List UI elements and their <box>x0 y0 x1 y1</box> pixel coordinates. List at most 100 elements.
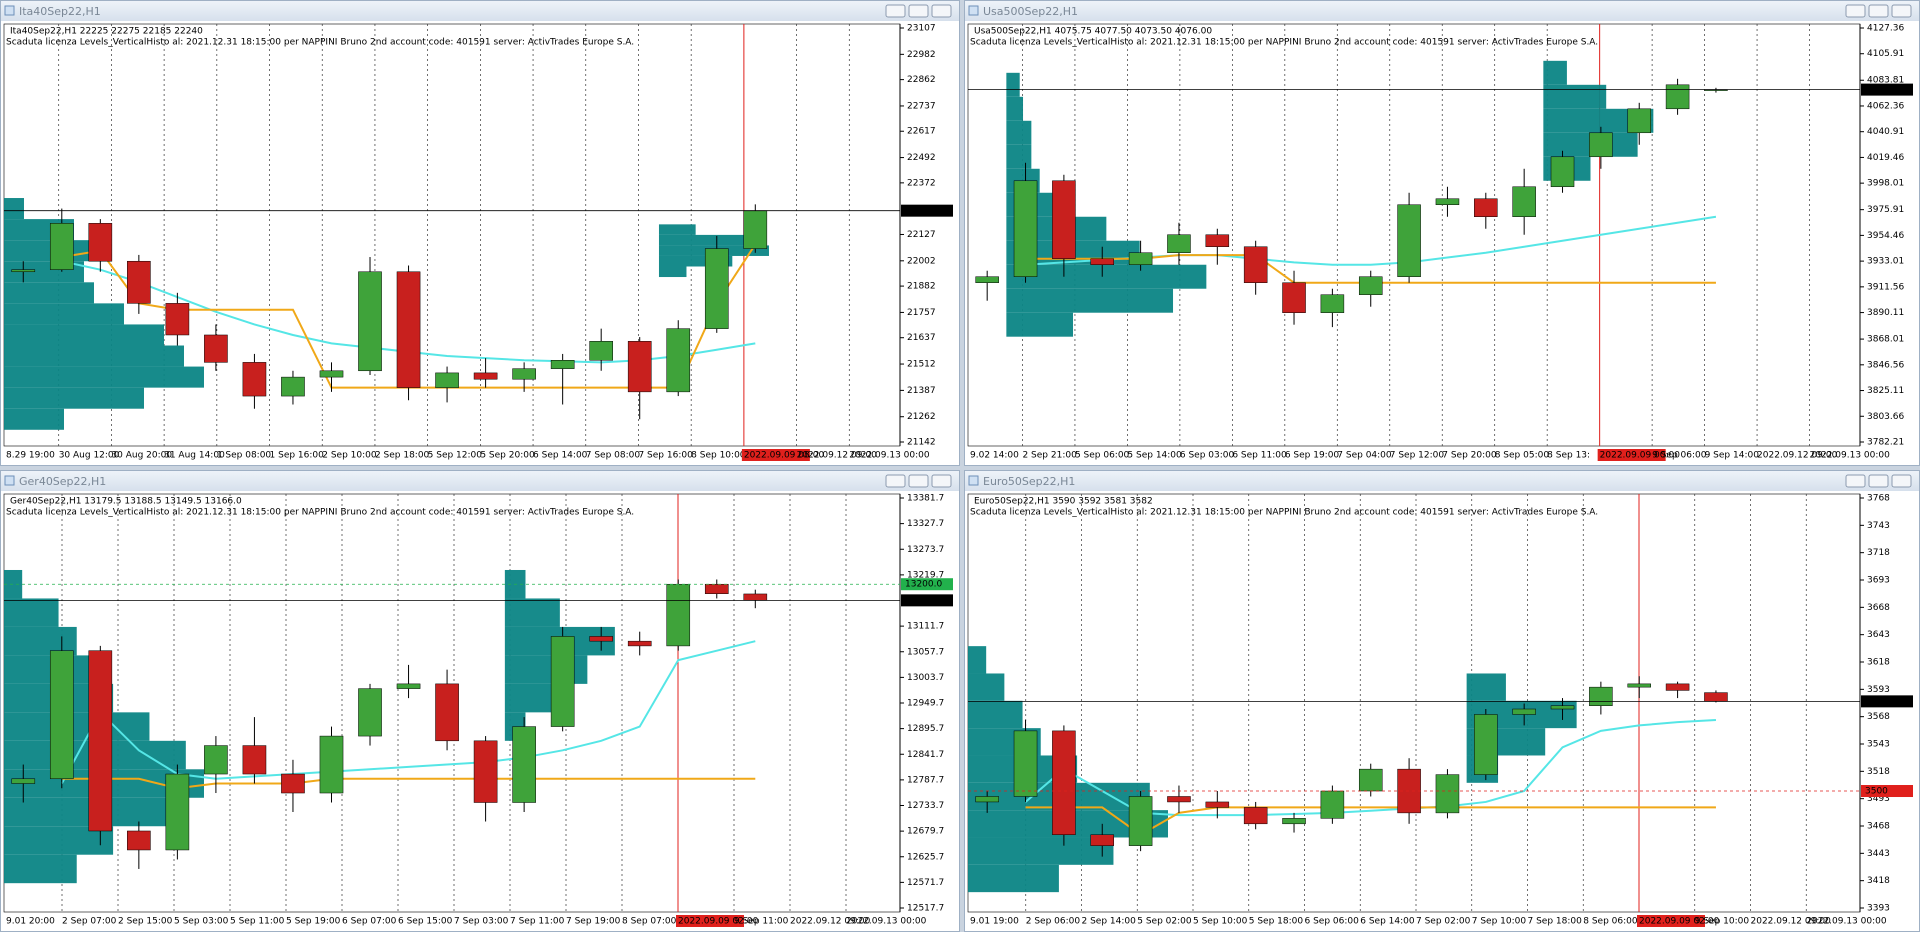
volume-profile-bar <box>4 854 77 884</box>
x-tick-label: 5 Sep 19:00 <box>286 917 341 927</box>
volume-profile-bar <box>4 569 23 599</box>
y-tick-label: 22492 <box>907 153 936 163</box>
y-tick-label: 13381.7 <box>907 494 944 504</box>
y-tick-label: 21142 <box>907 438 936 448</box>
candle-body <box>704 583 729 594</box>
y-tick-label: 4040.91 <box>1867 127 1904 137</box>
y-tick-label: 3418 <box>1867 876 1890 886</box>
candle-body <box>242 745 267 775</box>
y-tick-label: 23107 <box>907 24 936 34</box>
candle-body <box>1627 683 1651 688</box>
x-tick-label: 6 Sep 14:00 <box>533 451 588 461</box>
minimize-button[interactable] <box>1845 4 1866 18</box>
y-tick-label: 21512 <box>907 360 936 370</box>
y-tick-label: 13003.7 <box>907 673 944 683</box>
x-tick-label: 1 Sep 08:00 <box>217 451 272 461</box>
y-tick-label: 3782.21 <box>1867 438 1904 448</box>
candle-body <box>704 248 729 329</box>
x-tick-label: 7 Sep 16:00 <box>638 451 693 461</box>
maximize-button[interactable] <box>908 4 929 18</box>
y-tick-label: 4105.91 <box>1867 49 1904 59</box>
volume-profile-bar <box>968 673 1005 701</box>
volume-profile-bar <box>4 712 150 741</box>
close-button[interactable] <box>931 474 952 488</box>
minimize-button[interactable] <box>885 4 906 18</box>
current-price-label: 13166.0 <box>905 596 942 606</box>
volume-profile-bar <box>4 655 95 684</box>
candle-body <box>1128 796 1153 846</box>
y-tick-label: 3443 <box>1867 849 1890 859</box>
candle-body <box>204 745 228 775</box>
plot-area <box>967 493 1861 913</box>
x-tick-label: 8 Sep 07:00 <box>622 917 677 927</box>
maximize-button[interactable] <box>1868 4 1889 18</box>
x-tick-label: 2 Sep 07:00 <box>62 917 117 927</box>
x-tick-label: 9 Sep 10:00 <box>1695 917 1750 927</box>
y-tick-label: 3718 <box>1867 548 1890 558</box>
x-tick-label: 5 Sep 03:00 <box>174 917 229 927</box>
candle-body <box>1282 818 1306 825</box>
volume-profile-bar <box>4 282 94 304</box>
window-icon <box>968 475 979 486</box>
volume-profile-bar <box>1466 673 1506 701</box>
current-price-bg <box>901 204 953 217</box>
chart-header: Usa500Sep22,H1 4075.75 4077.50 4073.50 4… <box>974 27 1212 37</box>
candle-body <box>1205 801 1230 808</box>
license-note: Scaduta licenza Levels_VerticalHisto al:… <box>970 508 1598 518</box>
x-tick-label: 2022.09.09 02:00 <box>1639 917 1720 927</box>
candle-body <box>396 683 421 689</box>
volume-profile-bar <box>504 655 588 684</box>
license-note: Scaduta licenza Levels_VerticalHisto al:… <box>6 38 634 48</box>
x-tick-label: 6 Sep 07:00 <box>342 917 397 927</box>
y-tick-label: 13219.7 <box>907 570 944 580</box>
x-tick-label: 7 Sep 03:00 <box>454 917 509 927</box>
highlight-label-bg <box>1597 449 1666 461</box>
x-tick-label: 2022.09.13 00:00 <box>1810 451 1891 461</box>
y-tick-label: 3543 <box>1867 740 1890 750</box>
window-title: Ger40Sep22,H1 <box>19 475 106 488</box>
y-tick-label: 3468 <box>1867 822 1890 832</box>
y-tick-label: 12625.7 <box>907 852 944 862</box>
candle-body <box>473 740 498 803</box>
volume-profile-bar <box>4 408 64 430</box>
x-tick-label: 5 Sep 18:00 <box>1249 917 1304 927</box>
chart-header: Ita40Sep22,H1 22225 22275 22185 22240 <box>10 27 203 37</box>
current-price-label: 3582 <box>1865 697 1888 707</box>
candle-body <box>319 735 344 794</box>
x-tick-label: 8 Sep 10:00 <box>691 451 746 461</box>
y-tick-label: 12949.7 <box>907 699 944 709</box>
x-tick-label: 31 Aug 14:00 <box>164 451 225 461</box>
candle-body <box>127 260 151 304</box>
maximize-button[interactable] <box>908 474 929 488</box>
title-bar <box>1 1 959 21</box>
x-tick-label: 5 Sep 10:00 <box>1193 917 1248 927</box>
volume-profile-bar <box>1006 72 1020 97</box>
volume-profile-bar <box>1006 312 1074 337</box>
candle-body <box>627 341 652 393</box>
close-button[interactable] <box>931 4 952 18</box>
volume-profile-bar <box>968 864 1059 893</box>
volume-profile-bar <box>1543 84 1607 109</box>
volume-profile-bar <box>504 683 560 713</box>
minimize-button[interactable] <box>885 474 906 488</box>
close-button[interactable] <box>1891 4 1912 18</box>
volume-profile-bar <box>968 837 1114 865</box>
candle-body <box>396 271 421 388</box>
chart-window: Ita40Sep22,H1 Ita40Sep22,H1 22225 22275 2… <box>0 0 960 466</box>
x-tick-label: 2 Sep 10:00 <box>322 451 377 461</box>
minimize-button[interactable] <box>1845 474 1866 488</box>
close-button[interactable] <box>1891 474 1912 488</box>
candle-body <box>589 341 613 361</box>
window-title: Usa500Sep22,H1 <box>983 5 1078 18</box>
candle-body <box>1090 258 1115 265</box>
x-tick-label: 9.01 20:00 <box>6 917 55 927</box>
volume-profile-bar <box>1543 60 1567 85</box>
volume-profile-bar <box>658 266 687 278</box>
x-tick-label: 2022.09.13 00:00 <box>849 451 930 461</box>
candle-body <box>1474 198 1498 217</box>
current-price-bg <box>901 594 953 607</box>
y-tick-label: 21882 <box>907 282 936 292</box>
maximize-button[interactable] <box>1868 474 1889 488</box>
x-tick-label: 6 Sep 06:00 <box>1305 917 1360 927</box>
candle-body <box>281 773 305 794</box>
